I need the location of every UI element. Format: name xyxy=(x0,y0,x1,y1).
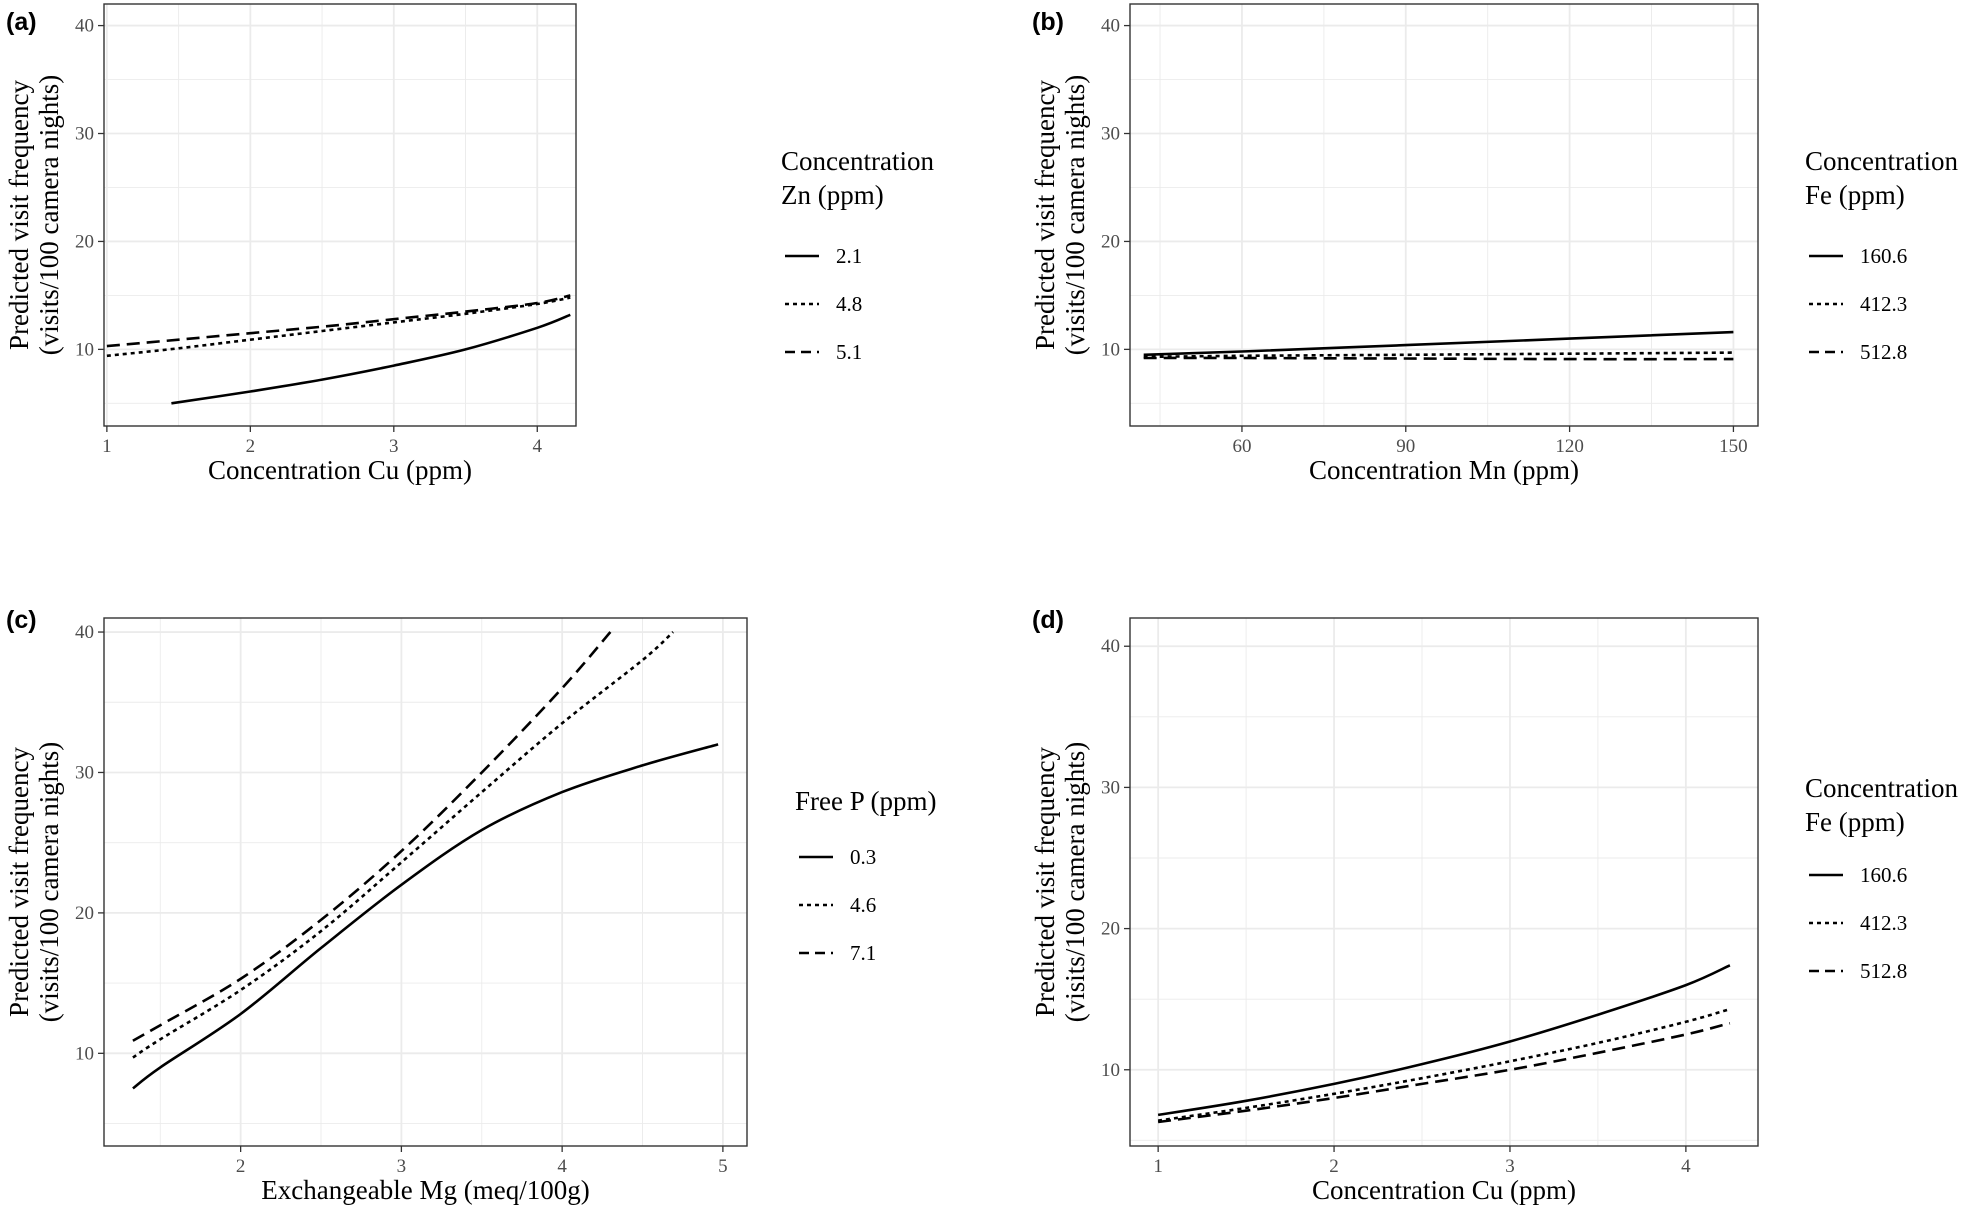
y-tick-label: 30 xyxy=(75,762,94,783)
x-axis-title: Concentration Cu (ppm) xyxy=(208,455,472,485)
legend-label: 7.1 xyxy=(850,941,876,965)
legend: Concentration Zn (ppm) 2.1 4.8 5.1 xyxy=(781,146,934,364)
panel-label: (a) xyxy=(6,8,37,36)
x-tick-label: 2 xyxy=(246,436,256,457)
x-tick-label: 3 xyxy=(1505,1156,1515,1177)
legend-title: Concentration xyxy=(1805,773,1958,803)
series-line-dotted xyxy=(1157,1007,1731,1122)
y-tick-label: 30 xyxy=(75,124,94,145)
series-line-dotted xyxy=(132,631,674,1059)
legend-label: 5.1 xyxy=(836,340,862,364)
y-tick-label: 20 xyxy=(75,903,94,924)
y-axis-title-line1: Predicted visit frequency xyxy=(4,747,34,1017)
x-axis-title: Concentration Mn (ppm) xyxy=(1309,455,1579,485)
y-axis-title-line2: (visits/100 camera nights) xyxy=(34,742,64,1022)
legend-title: Fe (ppm) xyxy=(1805,180,1905,210)
y-tick-label: 30 xyxy=(1101,124,1120,145)
series-line-dotted xyxy=(106,296,571,358)
x-tick-label: 2 xyxy=(1329,1156,1339,1177)
y-tick-label: 30 xyxy=(1101,777,1120,798)
series-line-solid xyxy=(1143,330,1734,357)
x-tick-label: 5 xyxy=(718,1156,728,1177)
series-line-dashed xyxy=(1157,1021,1731,1124)
series-line-dashed xyxy=(132,631,612,1042)
legend-label: 160.6 xyxy=(1860,863,1907,887)
x-tick-label: 4 xyxy=(1681,1156,1691,1177)
y-axis-title-line2: (visits/100 camera nights) xyxy=(34,75,64,355)
series-line-dashed xyxy=(106,294,571,348)
y-tick-label: 10 xyxy=(1101,339,1120,360)
y-tick-label: 40 xyxy=(1101,636,1120,657)
y-tick-label: 20 xyxy=(75,231,94,252)
series-line-solid xyxy=(171,313,571,405)
panel-label: (c) xyxy=(6,606,37,634)
legend-label: 0.3 xyxy=(850,845,876,869)
x-tick-label: 1 xyxy=(1153,1156,1163,1177)
y-axis-title-line2: (visits/100 camera nights) xyxy=(1060,742,1090,1022)
x-tick-label: 2 xyxy=(236,1156,246,1177)
legend-title: Free P (ppm) xyxy=(795,786,936,816)
y-tick-label: 40 xyxy=(75,622,94,643)
legend-title: Zn (ppm) xyxy=(781,180,884,210)
legend-title: Fe (ppm) xyxy=(1805,807,1905,837)
y-tick-label: 10 xyxy=(75,1043,94,1064)
panel-d: 1 2 3 4 10 20 30 40 Concentration Cu (ppm) Predic… xyxy=(1030,606,1958,1205)
panel-a: 1 2 3 4 10 20 30 40 Concentration Cu (ppm) Predic… xyxy=(4,3,934,485)
x-axis-title: Exchangeable Mg (meq/100g) xyxy=(261,1175,589,1205)
y-axis-title-line1: Predicted visit frequency xyxy=(1030,80,1060,350)
legend: Free P (ppm) 0.3 4.6 7.1 xyxy=(795,786,936,965)
x-axis-title: Concentration Cu (ppm) xyxy=(1312,1175,1576,1205)
legend-title: Concentration xyxy=(1805,146,1958,176)
panel-label: (b) xyxy=(1032,8,1064,36)
legend-label: 160.6 xyxy=(1860,244,1907,268)
series-line-dashed xyxy=(1143,356,1734,361)
y-tick-label: 20 xyxy=(1101,919,1120,940)
panel-c: 2 3 4 5 10 20 30 40 Exchangeable Mg (meq/100g) Pr… xyxy=(4,606,936,1205)
legend-title: Concentration xyxy=(781,146,934,176)
y-tick-label: 40 xyxy=(75,16,94,37)
y-axis-title-line2: (visits/100 camera nights) xyxy=(1060,75,1090,355)
x-tick-label: 90 xyxy=(1396,436,1415,457)
legend-label: 412.3 xyxy=(1860,292,1907,316)
series-line-dotted xyxy=(1143,351,1734,359)
x-tick-label: 3 xyxy=(389,436,399,457)
legend: Concentration Fe (ppm) 160.6 412.3 512.8 xyxy=(1805,773,1958,983)
x-tick-label: 4 xyxy=(557,1156,567,1177)
legend-label: 412.3 xyxy=(1860,911,1907,935)
legend-label: 4.8 xyxy=(836,292,862,316)
plot-border xyxy=(1129,3,1759,427)
panel-label: (d) xyxy=(1032,606,1064,634)
x-tick-label: 150 xyxy=(1719,436,1748,457)
series-line-solid xyxy=(1157,964,1731,1117)
y-tick-label: 10 xyxy=(1101,1060,1120,1081)
plot-border xyxy=(103,617,748,1147)
y-tick-label: 10 xyxy=(75,339,94,360)
plot-border xyxy=(1129,617,1759,1147)
legend-label: 4.6 xyxy=(850,893,876,917)
plot-border xyxy=(103,3,577,427)
panel-b: 60 90 120 150 10 20 30 40 Concentration Mn (ppm)… xyxy=(1030,3,1958,485)
y-tick-label: 20 xyxy=(1101,231,1120,252)
x-tick-label: 3 xyxy=(397,1156,407,1177)
x-tick-label: 4 xyxy=(533,436,543,457)
legend-label: 512.8 xyxy=(1860,959,1907,983)
x-tick-label: 120 xyxy=(1555,436,1584,457)
x-tick-label: 60 xyxy=(1232,436,1251,457)
y-axis-title-line1: Predicted visit frequency xyxy=(1030,747,1060,1017)
y-axis-title-line1: Predicted visit frequency xyxy=(4,80,34,350)
legend-label: 512.8 xyxy=(1860,340,1907,364)
x-tick-label: 1 xyxy=(102,436,112,457)
series-line-solid xyxy=(132,743,719,1090)
legend: Concentration Fe (ppm) 160.6 412.3 512.8 xyxy=(1805,146,1958,364)
legend-label: 2.1 xyxy=(836,244,862,268)
y-tick-label: 40 xyxy=(1101,16,1120,37)
